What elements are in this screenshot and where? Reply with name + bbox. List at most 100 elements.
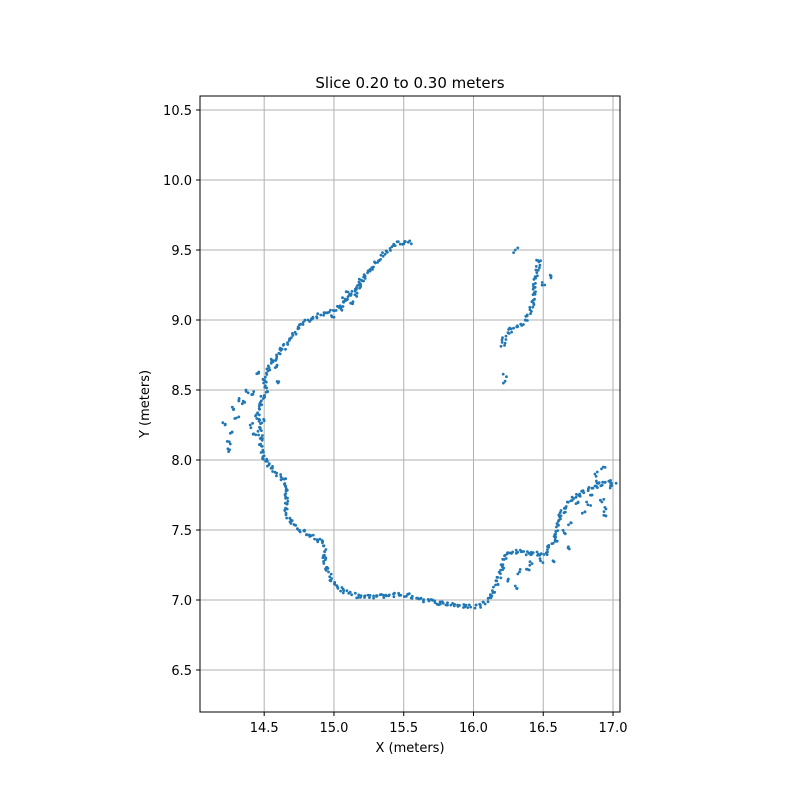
data-point [262, 450, 265, 454]
data-point [277, 351, 281, 355]
data-point [324, 548, 328, 551]
data-point [269, 357, 273, 361]
data-point [257, 413, 261, 417]
data-point [578, 492, 582, 496]
data-point [225, 440, 229, 443]
data-point [322, 562, 326, 565]
data-point [510, 330, 513, 334]
data-point [284, 506, 287, 510]
data-point [531, 287, 535, 291]
data-point [248, 423, 252, 427]
data-point [446, 601, 449, 605]
data-point [604, 514, 607, 517]
data-point [382, 596, 386, 599]
data-point [433, 601, 437, 604]
data-point [496, 576, 500, 579]
data-point [261, 397, 265, 400]
data-point [322, 560, 325, 563]
data-point [240, 402, 244, 406]
data-point [574, 502, 578, 505]
data-point [556, 529, 560, 532]
data-point [512, 251, 515, 255]
data-point [260, 399, 263, 403]
data-point [285, 502, 289, 506]
data-point [376, 261, 379, 264]
data-point [506, 551, 509, 554]
data-point [520, 323, 523, 327]
data-point [499, 572, 502, 575]
data-point [407, 592, 411, 596]
data-point [282, 342, 286, 346]
data-point [536, 274, 539, 278]
data-point [311, 533, 315, 537]
data-point [529, 553, 533, 557]
data-point [254, 433, 258, 437]
data-point [309, 318, 313, 321]
data-point [387, 593, 391, 597]
data-point [396, 240, 400, 244]
data-point [541, 561, 545, 564]
data-point [372, 594, 375, 598]
data-point [341, 296, 344, 300]
data-point [538, 263, 542, 267]
grid [200, 96, 620, 712]
data-point [329, 579, 333, 583]
data-point [483, 602, 487, 606]
data-point [257, 419, 261, 423]
data-point [566, 500, 570, 504]
data-point [309, 534, 313, 538]
x-axis-label: X (meters) [375, 741, 444, 756]
data-point [546, 548, 549, 551]
data-point [582, 491, 586, 495]
data-point [527, 568, 531, 572]
data-point [372, 596, 375, 600]
data-point [383, 252, 387, 256]
data-point [348, 292, 352, 296]
data-point [368, 596, 371, 599]
data-point [279, 473, 282, 476]
data-point [289, 522, 293, 525]
data-point [221, 421, 225, 425]
y-tick-label: 8.0 [171, 454, 192, 469]
data-point [341, 305, 345, 308]
x-tick-label: 15.0 [319, 721, 348, 736]
data-point [318, 537, 322, 541]
data-point [331, 309, 335, 312]
data-point [479, 606, 482, 609]
data-point [482, 600, 485, 604]
data-point [301, 323, 305, 326]
data-point [260, 421, 264, 425]
data-point [583, 510, 587, 514]
data-point [258, 443, 261, 446]
data-point [266, 364, 270, 368]
data-point [272, 359, 275, 362]
data-point [581, 489, 585, 492]
data-point [529, 312, 532, 315]
data-point [303, 529, 306, 533]
data-points [221, 239, 618, 610]
data-point [427, 599, 431, 603]
data-point [357, 593, 361, 597]
data-point [275, 474, 278, 478]
data-point [284, 496, 287, 500]
data-point [350, 289, 354, 293]
data-point [531, 305, 535, 309]
data-point [252, 390, 256, 393]
data-point [324, 568, 328, 572]
data-point [389, 249, 392, 252]
data-point [285, 488, 289, 492]
data-point [353, 591, 357, 595]
y-tick-label: 10.0 [163, 174, 192, 189]
data-point [257, 433, 260, 437]
data-point [519, 550, 523, 554]
data-point [555, 522, 559, 525]
data-point [358, 282, 362, 285]
data-point [256, 429, 260, 433]
data-point [549, 274, 553, 278]
data-point [296, 327, 300, 331]
data-point [392, 592, 395, 596]
data-point [536, 554, 539, 557]
data-point [533, 286, 537, 289]
data-point [346, 295, 350, 298]
data-point [251, 432, 255, 436]
